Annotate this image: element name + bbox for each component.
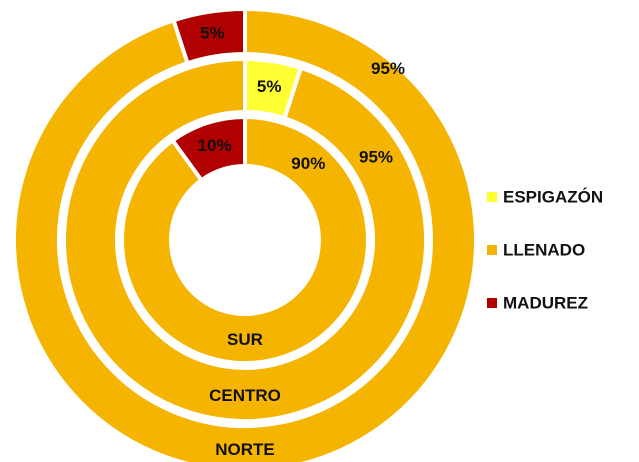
legend-label: ESPIGAZÓN [503, 187, 603, 206]
data-label: 95% [359, 148, 393, 167]
donut-slice [171, 6, 247, 66]
donut-slice [12, 6, 478, 462]
donut-slice [120, 114, 370, 365]
legend-swatch [487, 192, 497, 202]
data-label: 10% [198, 136, 232, 155]
legend-swatch [487, 298, 497, 308]
data-label: 5% [200, 24, 225, 43]
donut-slice [169, 114, 247, 183]
donut-slice [62, 56, 428, 423]
legend-label: MADUREZ [503, 293, 588, 312]
data-label: 5% [257, 77, 282, 96]
legend-label: LLENADO [503, 240, 585, 259]
data-label: 90% [291, 154, 325, 173]
data-label: 95% [371, 59, 405, 78]
ring-label: CENTRO [209, 386, 281, 405]
ring-label: NORTE [215, 440, 275, 459]
legend-swatch [487, 245, 497, 255]
ring-label: SUR [227, 330, 263, 349]
